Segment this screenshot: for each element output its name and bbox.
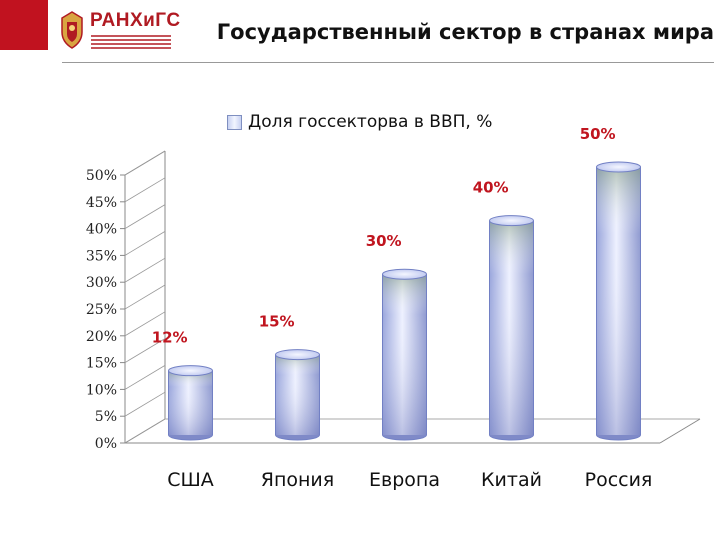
bar-outline <box>382 274 427 441</box>
y-tick-label: 0% <box>95 436 117 452</box>
data-label: 12% <box>152 329 188 347</box>
y-tick-label: 10% <box>86 382 117 398</box>
x-tick-label: Китай <box>481 469 542 491</box>
x-tick-label: Япония <box>261 469 334 491</box>
chart-legend: Доля госсекторва в ВВП, % <box>227 112 492 132</box>
chart-labels: США 12% Япония 15% Европа 30% Китай 40% Россия 50… <box>152 125 653 491</box>
bar-shade <box>489 220 534 435</box>
bar-top <box>275 349 320 361</box>
page-title: Государственный сектор в странах мира <box>216 20 714 44</box>
data-label: 40% <box>473 179 509 197</box>
bar <box>596 161 641 441</box>
logo-wordmark: РАНХиГС <box>90 10 181 31</box>
x-tick-label: США <box>167 469 214 491</box>
bar <box>168 365 213 441</box>
bar-outline <box>596 167 641 441</box>
chart-bars <box>168 161 641 441</box>
y-gridline-side <box>124 391 166 417</box>
emblem-icon <box>61 11 83 49</box>
bar <box>382 268 427 441</box>
x-tick-label: Европа <box>369 469 440 491</box>
bar-top <box>489 215 534 227</box>
bar-outline <box>275 354 320 441</box>
data-label: 50% <box>580 125 616 143</box>
bar-shade <box>596 167 641 435</box>
y-gridline-side <box>124 418 166 444</box>
y-tick-label: 30% <box>86 275 117 291</box>
bar-outline <box>168 370 213 441</box>
y-gridline-side <box>124 257 166 283</box>
x-tick-label: Россия <box>585 469 653 491</box>
title-divider <box>62 62 714 63</box>
y-tick-label: 5% <box>95 409 117 425</box>
y-tick-label: 20% <box>86 329 117 345</box>
data-label: 30% <box>366 232 402 250</box>
chart-axes: 0% 5% 10% 15% 20% 25% 30% 35% 40% 45% 50% <box>86 150 701 452</box>
bar-top <box>596 161 641 173</box>
y-tick-label: 40% <box>86 222 117 238</box>
y-tick-label: 35% <box>86 248 117 264</box>
bar-top <box>168 365 213 377</box>
bar <box>489 215 534 441</box>
bar-shade <box>382 274 427 435</box>
ranepa-logo: РАНХиГС <box>58 8 180 54</box>
y-tick-label: 15% <box>86 356 117 372</box>
y-gridline-side <box>124 338 166 363</box>
bar-outline <box>489 220 534 441</box>
floor-right-edge <box>659 418 701 444</box>
y-gridline-side <box>124 231 166 256</box>
bar-top <box>382 268 427 280</box>
y-tick-label: 50% <box>86 168 117 184</box>
y-gridline-side <box>124 150 166 176</box>
y-gridline-side <box>124 204 166 229</box>
y-tick-label: 25% <box>86 302 117 318</box>
legend-swatch <box>227 114 242 130</box>
y-gridline-side <box>124 311 166 337</box>
bar <box>275 349 320 441</box>
data-label: 15% <box>259 313 295 331</box>
logo-subtitle-lines <box>91 35 171 51</box>
accent-bar <box>0 0 48 50</box>
y-tick-label: 45% <box>86 195 117 211</box>
y-gridline-side <box>124 284 166 310</box>
y-gridline-side <box>124 177 166 203</box>
bar-shade <box>275 354 320 435</box>
legend-label: Доля госсекторва в ВВП, % <box>248 112 493 132</box>
bar-shade <box>168 370 213 435</box>
y-gridline-side <box>124 365 166 390</box>
